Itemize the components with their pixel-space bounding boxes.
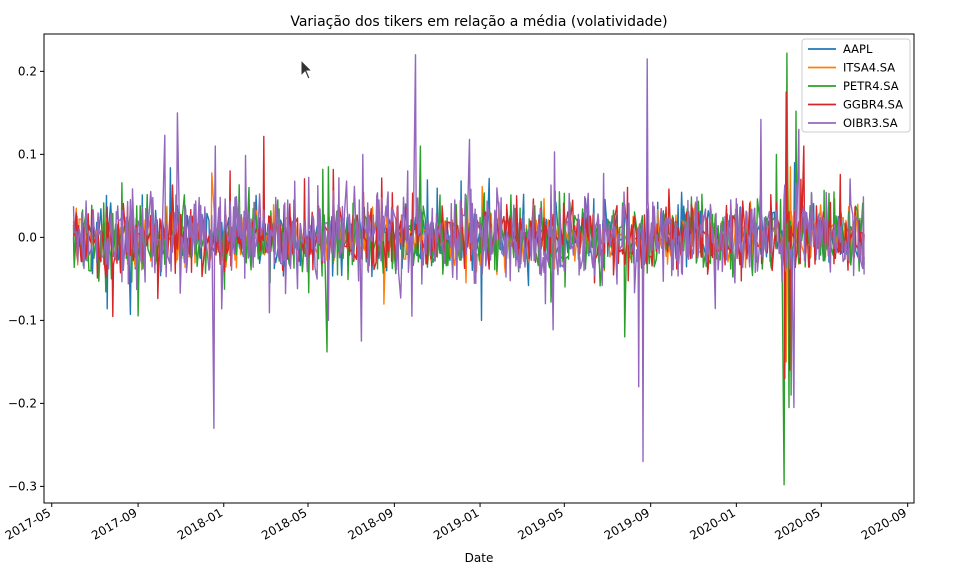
x-tick-label: 2017-05 [3,505,53,542]
x-axis-label: Date [465,551,494,565]
series-layer [72,52,865,486]
x-tick-label: 2019-05 [515,505,565,542]
y-tick-label: −0.2 [8,396,37,410]
legend-label: GGBR4.SA [843,98,903,112]
mouse-cursor-icon [300,59,314,80]
y-tick-label: −0.1 [8,313,37,327]
chart-title: Variação dos tikers em relação a média (… [290,14,667,30]
x-tick-label: 2018-05 [259,505,309,542]
x-tick-label: 2020-05 [772,505,822,542]
legend-label: AAPL [843,42,873,56]
legend-label: OIBR3.SA [843,116,898,130]
y-axis: 0.2 0.1 0.0 −0.1 −0.2 −0.3 [8,64,44,493]
x-tick-label: 2017-09 [89,505,139,542]
x-axis: 2017-05 2017-09 2018-01 2018-05 2018-09 2019-… [3,503,909,543]
legend: AAPL ITSA4.SA PETR4.SA GGBR4.SA OIBR3.SA [801,38,911,133]
x-tick-label: 2020-09 [859,505,909,542]
legend-label: ITSA4.SA [843,61,895,75]
x-tick-label: 2018-09 [345,505,395,542]
y-tick-label: −0.3 [8,479,37,493]
y-tick-label: 0.0 [18,230,37,244]
plot-frame [43,33,915,504]
x-tick-label: 2019-01 [431,505,481,542]
legend-box [801,38,911,133]
legend-label: PETR4.SA [843,79,899,93]
x-tick-label: 2019-09 [602,505,652,542]
y-tick-label: 0.2 [18,64,37,78]
y-tick-label: 0.1 [18,147,37,161]
x-tick-label: 2018-01 [175,505,225,542]
series-line-oibr3-sa [72,54,865,463]
x-tick-label: 2020-01 [687,505,737,542]
